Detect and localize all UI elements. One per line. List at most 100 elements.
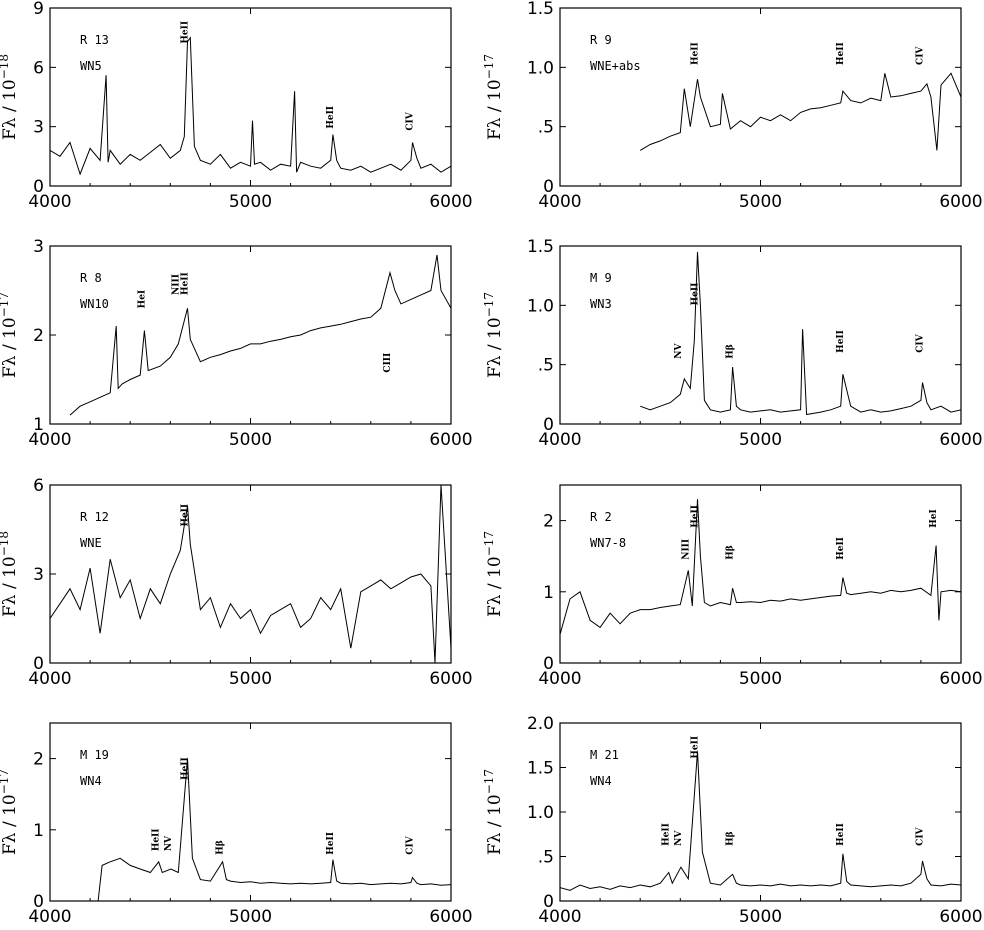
y-tick-label: 0 [33, 892, 44, 912]
spectrum-panel: 4000 5000 6000 0 .5 1.0 1.5 2.0 Fλ / 10−17 M 21 WN… [482, 714, 983, 927]
plot-frame [559, 722, 962, 902]
line-id-label: HeII [326, 106, 336, 129]
y-tick-label: 0 [543, 892, 554, 912]
star-name: R 12 [80, 510, 109, 524]
line-id-label: CIV [916, 826, 926, 845]
y-axis-label: Fλ / 10−18 [0, 54, 20, 140]
spectrum-series [560, 499, 961, 635]
y-tick-label: 0 [33, 177, 44, 197]
line-id-label: NV [674, 830, 684, 846]
y-axis-label: Fλ / 10−17 [482, 531, 505, 617]
x-tick-label: 4000 [28, 669, 71, 689]
y-tick-label: 3 [33, 118, 44, 138]
line-id-label: HeII [181, 757, 191, 780]
x-tick-label: 4000 [28, 430, 71, 450]
x-tick-label: 6000 [939, 669, 982, 689]
line-id-label: Hβ [726, 344, 736, 359]
spectrum-panel: 4000 5000 6000 0 3 6 Fλ / 10−18 R 12 WNE HeII [0, 476, 473, 689]
y-tick-label: 0 [543, 177, 554, 197]
line-id-label: HeII [181, 504, 191, 527]
spectrum-series [639, 72, 961, 151]
x-tick-label: 4000 [28, 907, 71, 927]
y-tick-label: .5 [538, 848, 554, 868]
line-id-label: HeII [691, 505, 701, 528]
y-tick-label: 0 [543, 654, 554, 674]
star-name: M 19 [80, 748, 109, 762]
line-id-label: CIV [406, 835, 416, 854]
y-tick-label: 0 [543, 415, 554, 435]
spectral-type: WNE+abs [590, 59, 641, 73]
x-tick-label: 6000 [939, 430, 982, 450]
line-id-label: HeII [662, 823, 672, 846]
spectral-type: WN4 [80, 774, 102, 788]
x-tick-label: 5000 [739, 192, 782, 212]
spectral-type: WN4 [590, 774, 612, 788]
line-id-label: HeI [929, 509, 939, 527]
line-id-label: HeII [836, 823, 846, 846]
plot-frame [559, 245, 962, 425]
y-axis-label: Fλ / 10−17 [0, 769, 20, 855]
y-tick-label: 2.0 [527, 714, 554, 734]
y-tick-label: 1.5 [527, 0, 554, 19]
line-id-label: Hβ [726, 831, 736, 846]
spectrum-series [69, 254, 451, 416]
plot-frame [49, 245, 452, 425]
x-tick-label: 5000 [229, 430, 272, 450]
x-tick-label: 6000 [429, 430, 472, 450]
x-tick-label: 4000 [538, 907, 581, 927]
plot-frame [49, 484, 452, 664]
spectrum-panel: 4000 5000 6000 0 3 6 9 Fλ / 10−18 R 13 WN5 HeII HeI… [0, 0, 473, 212]
x-tick-label: 4000 [538, 669, 581, 689]
line-id-label: NV [164, 835, 174, 851]
line-id-label: Hβ [726, 545, 736, 560]
y-tick-label: 1.5 [527, 237, 554, 257]
star-name: M 9 [590, 271, 612, 285]
y-tick-label: 3 [33, 565, 44, 585]
spectrum-series [640, 251, 961, 416]
plot-frame [559, 7, 962, 187]
y-tick-label: 2 [33, 326, 44, 346]
line-id-label: CIV [916, 333, 926, 352]
plot-frame [49, 722, 452, 902]
spectral-type: WN3 [590, 297, 612, 311]
line-id-label: Hβ [216, 840, 226, 855]
spectral-type: WNE [80, 536, 102, 550]
star-name: R 8 [80, 271, 102, 285]
x-tick-label: 4000 [28, 192, 71, 212]
x-tick-label: 4000 [538, 192, 581, 212]
line-id-label: CIV [406, 111, 416, 130]
spectral-type: WN5 [80, 59, 102, 73]
spectrum-series [97, 758, 451, 901]
line-id-label: HeII [326, 832, 336, 855]
y-tick-label: 1.5 [527, 759, 554, 779]
line-id-label: CIII [383, 353, 393, 373]
spectrum-panel: 4000 5000 6000 0 .5 1.0 1.5 Fλ / 10−17 R 9 WNE+ab… [482, 0, 983, 212]
y-tick-label: .5 [538, 356, 554, 376]
line-id-label: HeII [836, 537, 846, 560]
line-id-label: NV [674, 343, 684, 359]
y-tick-label: 1.0 [527, 803, 554, 823]
y-tick-label: 0 [33, 654, 44, 674]
spectral-type: WN10 [80, 297, 109, 311]
y-tick-label: 6 [33, 476, 44, 496]
spectral-type: WN7-8 [590, 536, 626, 550]
x-tick-label: 6000 [429, 669, 472, 689]
line-id-label: NIII [681, 539, 691, 560]
y-tick-label: 1 [33, 821, 44, 841]
star-name: M 21 [590, 748, 619, 762]
y-tick-label: 2 [543, 512, 554, 532]
spectrum-panel: 4000 5000 6000 0 .5 1.0 1.5 Fλ / 10−17 M 9 WN3 NV H… [482, 237, 983, 450]
y-axis-label: Fλ / 10−17 [482, 292, 505, 378]
line-id-label: HeII [181, 272, 191, 295]
y-axis-label: Fλ / 10−17 [0, 292, 20, 378]
spectrum-panel: 4000 5000 6000 1 2 3 Fλ / 10−17 R 8 WN10 HeI NIII H… [0, 237, 473, 450]
x-tick-label: 6000 [429, 192, 472, 212]
y-tick-label: 6 [33, 58, 44, 78]
y-tick-label: 1.0 [527, 58, 554, 78]
star-name: R 13 [80, 33, 109, 47]
y-tick-label: 1 [33, 415, 44, 435]
plot-frame [559, 484, 962, 664]
y-tick-label: .5 [538, 118, 554, 138]
y-tick-label: 2 [33, 750, 44, 770]
y-tick-label: 3 [33, 237, 44, 257]
